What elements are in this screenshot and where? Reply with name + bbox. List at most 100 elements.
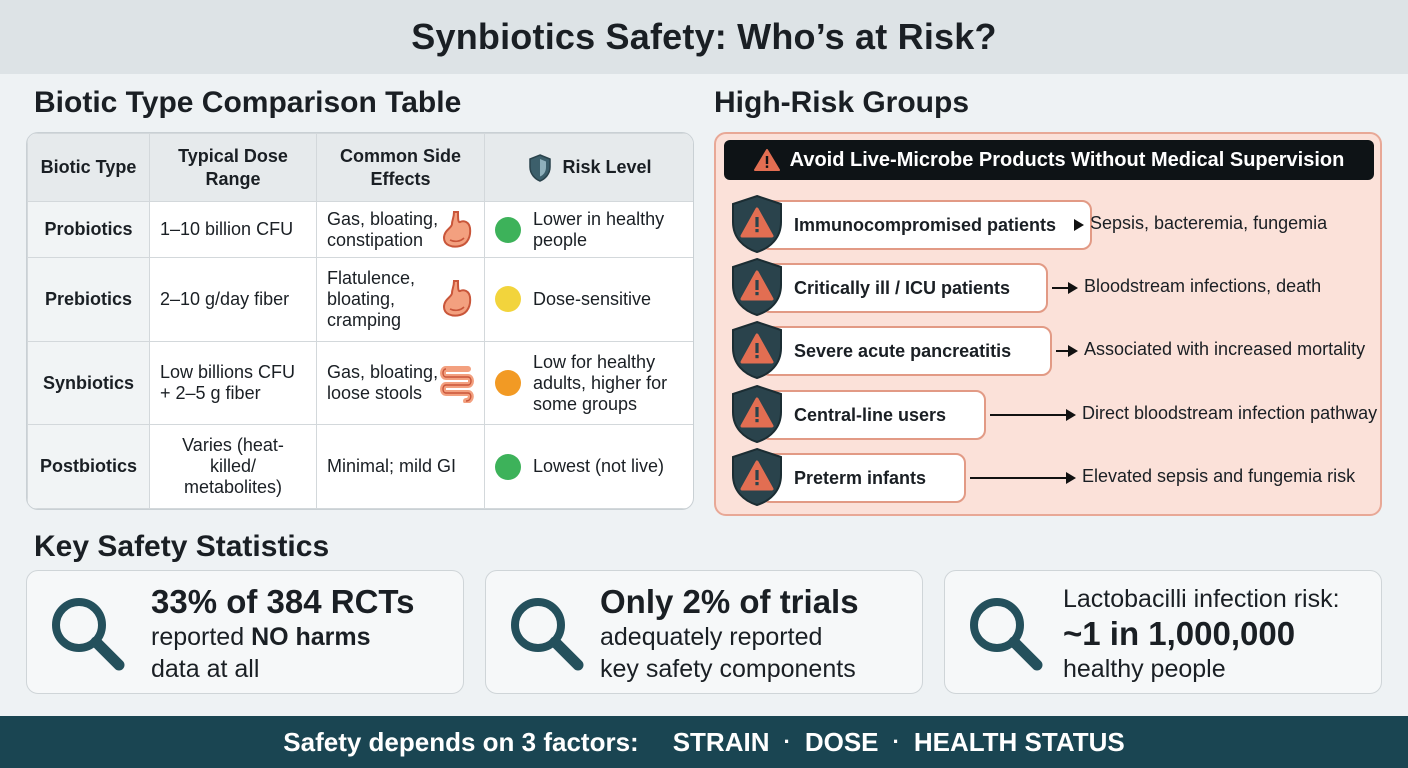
arrow-line [1052, 287, 1070, 289]
stat-text: Only 2% of trials adequately reported ke… [600, 583, 859, 685]
arrow-head [1068, 282, 1078, 294]
side-effects-text: Gas, bloating, constipation [327, 208, 439, 250]
factor-separator: · [892, 729, 900, 754]
factor-separator: · [783, 729, 791, 754]
risk-dot [495, 370, 521, 397]
title-bar: Synbiotics Safety: Who’s at Risk? [0, 0, 1408, 74]
risk-dot [495, 286, 521, 313]
footer-banner: Safety depends on 3 factors: STRAIN · DO… [0, 716, 1408, 768]
stat-line-text: reported [151, 623, 252, 651]
cell-risk-level: Dose-sensitive [484, 257, 693, 342]
risk-group-row: Central-line users Direct bloodstream inf… [730, 384, 1377, 444]
footer-lead: Safety depends on 3 factors: [283, 726, 639, 757]
arrow-head [1074, 219, 1084, 231]
arrow-head [1066, 409, 1076, 421]
cell-risk-level: Low for healthy adults, higher for some … [484, 340, 693, 426]
arrow-head [1068, 345, 1078, 357]
risk-group-label: Immunocompromised patients [760, 200, 1092, 250]
factor-dose: DOSE [804, 726, 879, 757]
header-side-effects: Common Side Effects [316, 133, 485, 202]
risk-group-label: Central-line users [760, 390, 986, 440]
stat-card-rcts: 33% of 384 RCTs reported NO harms data a… [26, 570, 464, 694]
table-row: Synbiotics Low billions CFU + 2–5 g fiber… [27, 340, 693, 426]
header-label: Biotic Type [40, 157, 137, 177]
risk-outcome: Bloodstream infections, death [1084, 276, 1322, 296]
header-biotic-type: Biotic Type [27, 133, 150, 202]
arrow-head [1066, 472, 1076, 484]
stat-line: reported NO harms [151, 621, 414, 653]
warning-banner: Avoid Live-Microbe Products Without Medi… [724, 140, 1374, 180]
cell-side-effects: Minimal; mild GI [316, 424, 485, 509]
header-label: Common Side Effects [339, 145, 461, 189]
stat-line: healthy people [1063, 655, 1226, 683]
stats-heading: Key Safety Statistics [34, 530, 330, 563]
stat-emphasis: NO harms [251, 623, 371, 651]
risk-outcome: Elevated sepsis and fungemia risk [1082, 466, 1356, 486]
warning-shield-icon [732, 320, 782, 380]
warning-shield-icon [732, 194, 782, 254]
stat-line: Lactobacilli infection risk: [1063, 585, 1340, 613]
arrow-line [990, 414, 1068, 416]
warning-triangle-icon [753, 149, 780, 171]
stat-line: key safety components [600, 655, 856, 683]
factor-strain: STRAIN [672, 726, 770, 757]
arrow-line [970, 477, 1068, 479]
risk-group-row: Severe acute pancreatitis Associated with… [730, 320, 1370, 380]
page-title: Synbiotics Safety: Who’s at Risk? [411, 16, 997, 57]
intestine-icon [440, 366, 474, 404]
factor-health-status: HEALTH STATUS [913, 726, 1125, 757]
stomach-icon [442, 210, 472, 248]
side-effects-text: Minimal; mild GI [327, 456, 457, 477]
warning-banner-text: Avoid Live-Microbe Products Without Medi… [789, 148, 1345, 171]
header-label: Risk Level [562, 157, 652, 177]
shield-icon [529, 153, 552, 182]
header-dose: Typical Dose Range [149, 133, 317, 202]
warning-shield-icon [732, 447, 782, 507]
magnifier-icon [970, 598, 1043, 671]
warning-shield-icon [732, 257, 782, 317]
stat-headline: ~1 in 1,000,000 [1063, 615, 1296, 652]
cell-dose: 2–10 g/day fiber [149, 257, 317, 342]
table-row: Prebiotics 2–10 g/day fiber Flatulence, bl… [27, 257, 693, 342]
cell-biotic-type: Synbiotics [27, 340, 150, 426]
risk-group-label: Severe acute pancreatitis [760, 326, 1052, 376]
stat-card-lactobacilli: Lactobacilli infection risk: ~1 in 1,000… [944, 570, 1382, 694]
risk-text: Dose-sensitive [533, 288, 652, 309]
warning-shield-icon [732, 384, 782, 444]
arrow-line [1056, 350, 1070, 352]
risk-group-label: Critically ill / ICU patients [760, 263, 1048, 313]
stat-line: adequately reported [600, 623, 823, 651]
stomach-icon [442, 280, 472, 318]
cell-side-effects: Gas, bloating, loose stools [316, 340, 485, 426]
comparison-heading: Biotic Type Comparison Table [34, 86, 462, 119]
cell-risk-level: Lowest (not live) [484, 424, 693, 509]
side-effects-text: Flatulence, bloating, cramping [327, 267, 416, 330]
side-effects-text: Gas, bloating, loose stools [327, 362, 439, 404]
risk-outcome: Associated with increased mortality [1084, 339, 1366, 359]
stat-card-trials: Only 2% of trials adequately reported ke… [485, 570, 923, 694]
cell-biotic-type: Postbiotics [27, 424, 150, 509]
risk-group-row: Preterm infants Elevated sepsis and funge… [730, 447, 1370, 507]
stat-text: 33% of 384 RCTs reported NO harms data a… [151, 583, 414, 685]
risk-group-label: Preterm infants [760, 453, 966, 503]
cell-dose: Varies (heat-killed/ metabolites) [149, 424, 317, 509]
cell-side-effects: Gas, bloating, constipation [316, 200, 485, 259]
risk-text: Lower in healthy people [533, 208, 665, 250]
risk-outcome: Sepsis, bacteremia, fungemia [1090, 213, 1328, 233]
comparison-table: Biotic Type Typical Dose Range Common Si… [26, 132, 694, 510]
high-risk-panel: Avoid Live-Microbe Products Without Medi… [714, 132, 1382, 516]
stat-headline: Only 2% of trials [600, 583, 859, 620]
risk-text: Low for healthy adults, higher for some … [533, 351, 668, 414]
high-risk-heading: High-Risk Groups [714, 86, 970, 119]
risk-dot [495, 216, 521, 243]
cell-dose: 1–10 billion CFU [149, 200, 317, 259]
header-risk-level: Risk Level [484, 133, 693, 202]
risk-group-row: Critically ill / ICU patients Bloodstream… [730, 257, 1370, 317]
table-row: Postbiotics Varies (heat-killed/ metaboli… [27, 424, 693, 509]
header-label: Typical Dose Range [178, 145, 288, 189]
stat-headline: 33% of 384 RCTs [151, 583, 415, 620]
cell-side-effects: Flatulence, bloating, cramping [316, 257, 485, 342]
cell-dose: Low billions CFU + 2–5 g fiber [149, 340, 317, 426]
risk-dot [495, 453, 521, 480]
table-header-row: Biotic Type Typical Dose Range Common Si… [27, 133, 693, 202]
